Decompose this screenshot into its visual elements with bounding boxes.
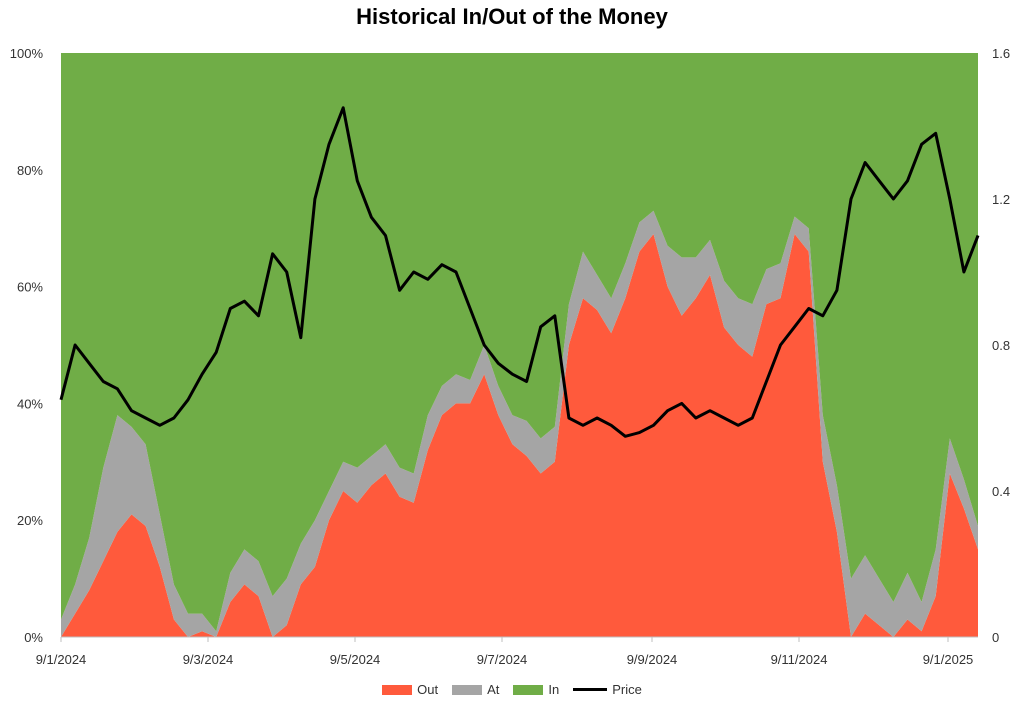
legend-swatch-in [513,684,544,695]
legend-label-in: In [548,682,560,697]
right-y-axis: 0 0.4 0.8 1.2 1.6 [992,46,1010,645]
price-line [59,106,980,438]
x-tick-label: 9/11/2024 [771,652,828,667]
left-tick-label: 100% [10,46,44,61]
left-y-axis: 0% 20% 40% 60% 80% 100% [10,46,44,645]
left-tick-label: 20% [17,513,43,528]
left-tick-label: 0% [24,630,43,645]
left-tick-label: 60% [17,280,43,295]
right-tick-label: 0.4 [992,484,1010,499]
legend-swatch-out [382,684,413,695]
legend-item-out: Out [382,682,438,697]
chart-title: Historical In/Out of the Money [356,4,668,29]
legend-label-at: At [487,682,500,697]
legend-label-price: Price [612,682,642,697]
x-tick-label: 9/9/2024 [627,652,678,667]
legend-item-price: Price [573,682,642,697]
area-out [61,234,978,637]
price-line-group [59,106,980,438]
left-tick-label: 40% [17,396,43,411]
legend-label-out: Out [417,682,439,697]
x-tick-label: 9/1/2024 [36,652,87,667]
left-tick-label: 80% [17,163,43,178]
right-tick-label: 1.2 [992,192,1010,207]
x-tick-label: 9/3/2024 [183,652,234,667]
x-tick-label: 9/5/2024 [330,652,381,667]
right-tick-label: 0 [992,630,999,645]
legend-swatch-price [573,688,608,691]
legend-swatch-at [452,684,483,695]
right-tick-label: 0.8 [992,338,1010,353]
area-at [61,210,978,637]
stacked-areas [61,53,978,637]
x-axis: 9/1/2024 9/3/2024 9/5/2024 9/7/2024 9/9/2024… [36,636,978,667]
x-tick-label: 9/7/2024 [477,652,528,667]
legend: Out At In Price [0,682,1024,697]
area-in [61,53,978,632]
legend-item-at: At [452,682,499,697]
right-tick-label: 1.6 [992,46,1010,61]
legend-item-in: In [513,682,559,697]
x-tick-label: 9/1/2025 [923,652,974,667]
